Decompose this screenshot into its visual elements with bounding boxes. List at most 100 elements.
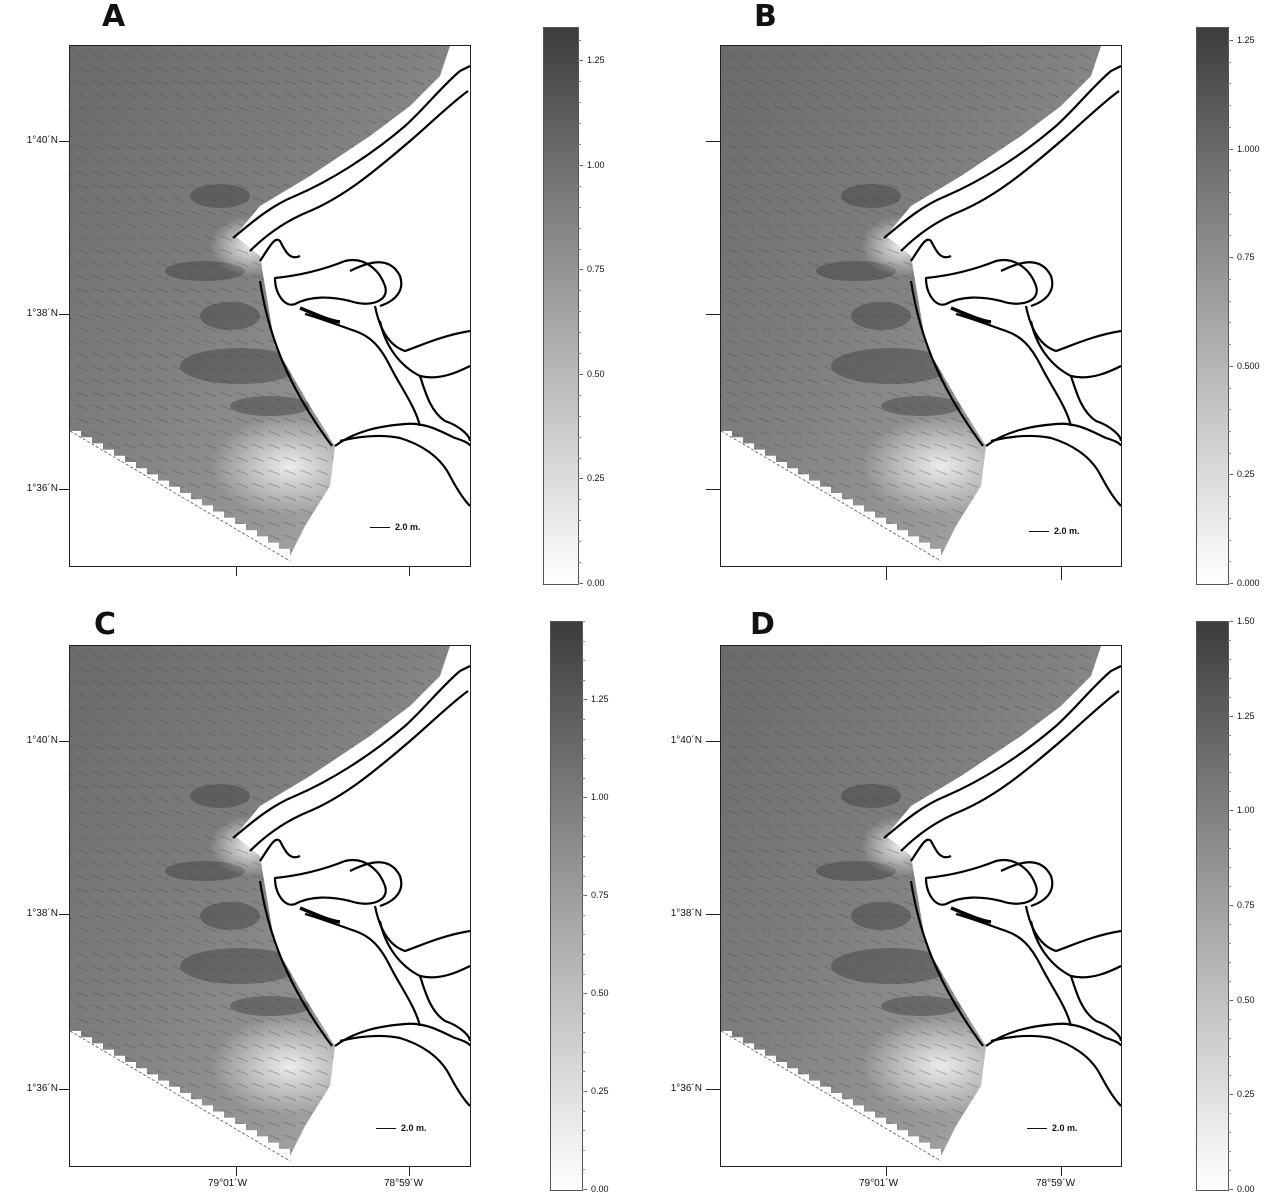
direction-vector: [380, 561, 392, 566]
direction-vector: [918, 144, 932, 150]
direction-vector: [187, 417, 201, 423]
direction-vector: [315, 248, 329, 254]
direction-vector: [331, 939, 345, 945]
direction-vector: [460, 288, 470, 293]
direction-vector: [934, 79, 948, 85]
direction-vector: [443, 534, 450, 540]
direction-vector: [315, 469, 329, 475]
panel-d: D 1°40´N 1°38´N 1°36´N 79°01´W 78°59´W 2…: [636, 600, 1273, 1201]
direction-vector: [966, 469, 980, 475]
direction-vector: [379, 1147, 393, 1153]
direction-vector: [203, 287, 217, 293]
direction-vector: [396, 561, 408, 566]
direction-vector: [187, 1056, 201, 1062]
direction-vector: [870, 430, 884, 436]
direction-vector: [363, 666, 377, 672]
direction-vector: [363, 144, 377, 150]
direction-vector: [460, 197, 470, 202]
direction-vector: [1030, 547, 1044, 553]
direction-vector: [443, 365, 450, 371]
direction-vector: [203, 939, 217, 945]
direction-vector: [950, 248, 964, 254]
direction-vector: [155, 965, 169, 971]
direction-vector: [726, 66, 740, 72]
direction-vector: [966, 261, 980, 267]
direction-vector: [950, 378, 964, 384]
direction-vector: [460, 210, 470, 215]
direction-vector: [443, 313, 450, 319]
direction-vector: [299, 1056, 313, 1062]
direction-vector: [758, 443, 772, 449]
direction-vector: [107, 170, 121, 176]
direction-vector: [886, 53, 900, 59]
direction-vector: [1111, 561, 1121, 566]
direction-vector: [283, 391, 297, 397]
direction-vector: [427, 482, 441, 488]
direction-vector: [395, 848, 409, 854]
direction-vector: [107, 809, 121, 815]
direction-vector: [1014, 248, 1028, 254]
direction-vector: [315, 92, 329, 98]
colorbar-minor-tick: [582, 895, 585, 896]
direction-vector: [854, 495, 868, 501]
direction-vector: [838, 469, 852, 475]
direction-vector: [251, 300, 265, 306]
direction-vector: [283, 209, 297, 215]
direction-vector: [219, 848, 233, 854]
direction-vector: [251, 1108, 265, 1114]
direction-vector: [758, 118, 772, 124]
direction-vector: [427, 1108, 441, 1114]
direction-vector: [155, 770, 169, 776]
direction-vector: [395, 783, 409, 789]
direction-vector: [774, 391, 788, 397]
direction-vector: [379, 1017, 393, 1023]
direction-vector: [171, 900, 185, 906]
direction-vector: [822, 404, 836, 410]
panel-b: B 2.0 m. 1.25 1.000 0.75 0.500 0.25 0.000: [636, 0, 1273, 600]
direction-vector: [998, 222, 1012, 228]
direction-vector: [107, 666, 121, 672]
direction-vector: [299, 1095, 313, 1101]
direction-vector: [395, 261, 409, 267]
direction-vector: [363, 404, 377, 410]
direction-vector: [363, 744, 377, 750]
direction-vector: [107, 731, 121, 737]
direction-vector: [1014, 209, 1028, 215]
direction-vector: [379, 705, 393, 711]
direction-vector: [251, 508, 265, 514]
direction-vector: [1094, 495, 1101, 501]
direction-vector: [315, 1069, 329, 1075]
direction-vector: [155, 313, 169, 319]
direction-vector: [155, 1069, 169, 1075]
direction-vector: [75, 157, 89, 163]
direction-vector: [1014, 443, 1028, 449]
direction-vector: [854, 66, 868, 72]
coastline-group: [232, 65, 470, 507]
direction-vector: [1062, 53, 1076, 59]
direction-vector: [171, 926, 185, 932]
direction-vector: [203, 105, 217, 111]
direction-vector: [838, 248, 852, 254]
direction-vector: [123, 300, 137, 306]
colorbar-minor-tick: [578, 437, 581, 438]
direction-vector: [347, 848, 361, 854]
direction-vector: [427, 508, 441, 514]
direction-vector: [363, 1004, 377, 1010]
direction-vector: [251, 456, 265, 462]
direction-vector: [219, 183, 233, 189]
direction-vector: [203, 261, 217, 267]
direction-vector: [299, 495, 313, 501]
direction-vector: [123, 131, 137, 137]
direction-vector: [806, 378, 820, 384]
direction-vector: [75, 874, 89, 880]
direction-vector: [1094, 547, 1101, 553]
direction-vector: [902, 300, 916, 306]
direction-vector: [347, 248, 361, 254]
colorbar-minor-tick: [582, 856, 585, 857]
direction-vector: [203, 822, 217, 828]
direction-vector: [363, 692, 377, 698]
direction-vector: [790, 313, 804, 319]
direction-vector: [283, 430, 297, 436]
direction-vector: [460, 1057, 470, 1062]
coastline-island: [924, 258, 1038, 306]
